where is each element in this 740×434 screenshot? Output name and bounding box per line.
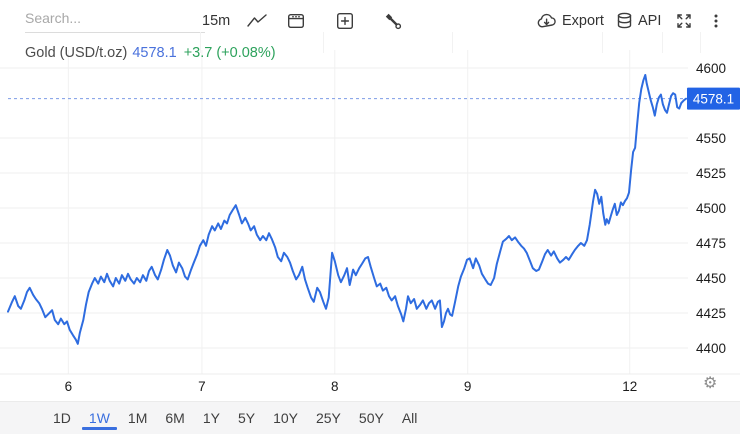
x-axis-label: 7: [198, 379, 206, 394]
price-series-path: [7, 74, 687, 345]
toolbar-separator: [602, 32, 603, 53]
timeframe-all[interactable]: All: [401, 410, 418, 426]
search-input[interactable]: [25, 7, 205, 33]
timeframe-1d[interactable]: 1D: [53, 410, 71, 426]
price-change: +3.7 (+0.08%): [183, 45, 276, 61]
add-indicator-button[interactable]: [336, 0, 354, 42]
database-icon: [616, 12, 633, 30]
api-label: API: [638, 13, 662, 29]
more-options-button[interactable]: [712, 0, 720, 42]
chart-area: 4600 4550 4525 4500 4475 4450 4425 4400 6 7 8 9 12 45…: [0, 42, 740, 396]
symbol-label: Gold (USD/t.oz): [25, 45, 128, 61]
price-chart[interactable]: 4600 4550 4525 4500 4475 4450 4425 4400 6 7 8 9 12 45…: [0, 42, 740, 396]
timeframe-1w[interactable]: 1W: [80, 402, 119, 434]
timeframe-1m[interactable]: 1M: [127, 410, 148, 426]
export-button[interactable]: Export: [536, 0, 604, 42]
timeframe-25y[interactable]: 25Y: [315, 410, 341, 426]
timeframe-1y[interactable]: 1Y: [202, 410, 220, 426]
expand-icon: [675, 12, 693, 30]
toolbar-separator: [700, 32, 701, 53]
line-chart-icon: [246, 13, 268, 29]
y-axis-label: 4600: [696, 61, 726, 76]
api-button[interactable]: API: [616, 0, 661, 42]
wrench-icon: [384, 12, 402, 30]
timeframe-50y[interactable]: 50Y: [358, 410, 384, 426]
timeframe-6m[interactable]: 6M: [165, 410, 185, 426]
toolbar-separator: [452, 32, 453, 53]
drawing-tools-button[interactable]: [384, 0, 402, 42]
timeframe-bar: 1D 1W 1M 6M 1Y 5Y 10Y 25Y 50Y All: [0, 401, 740, 434]
chart-header: Gold (USD/t.oz) 4578.1 +3.7 (+0.08%): [25, 45, 276, 61]
toolbar-separator: [323, 32, 324, 53]
y-axis-label: 4525: [696, 166, 726, 181]
timeframe-10y[interactable]: 10Y: [273, 410, 298, 426]
gear-icon: ⚙: [703, 375, 718, 392]
export-label: Export: [562, 13, 604, 29]
calendar-button[interactable]: [287, 0, 305, 42]
y-axis-label: 4450: [696, 271, 726, 286]
interval-button[interactable]: 15m: [202, 0, 230, 42]
settings-button[interactable]: ⚙: [703, 374, 717, 394]
fullscreen-button[interactable]: [675, 0, 693, 42]
price-badge-label: 4578.1: [693, 91, 734, 106]
x-axis-label: 8: [331, 379, 339, 394]
x-axis-label: 12: [622, 379, 637, 394]
y-axis-label: 4550: [696, 131, 726, 146]
chart-type-button[interactable]: [246, 0, 268, 42]
toolbar: 15m: [0, 0, 740, 53]
y-axis-label: 4425: [696, 306, 726, 321]
y-axis-label: 4500: [696, 201, 726, 216]
price-badge: [687, 87, 740, 110]
cloud-download-icon: [536, 13, 557, 30]
calendar-icon: [287, 12, 305, 30]
toolbar-separator: [662, 32, 663, 53]
timeframe-5y[interactable]: 5Y: [237, 410, 256, 426]
toolbar-separator: [200, 32, 201, 53]
y-axis-label: 4475: [696, 236, 726, 251]
x-axis-label: 9: [464, 379, 472, 394]
last-price: 4578.1: [132, 45, 177, 61]
interval-label: 15m: [202, 13, 231, 29]
y-axis-label: 4400: [696, 341, 726, 356]
plus-square-icon: [336, 12, 354, 30]
kebab-menu-icon: [712, 12, 720, 30]
x-axis-label: 6: [65, 379, 73, 394]
